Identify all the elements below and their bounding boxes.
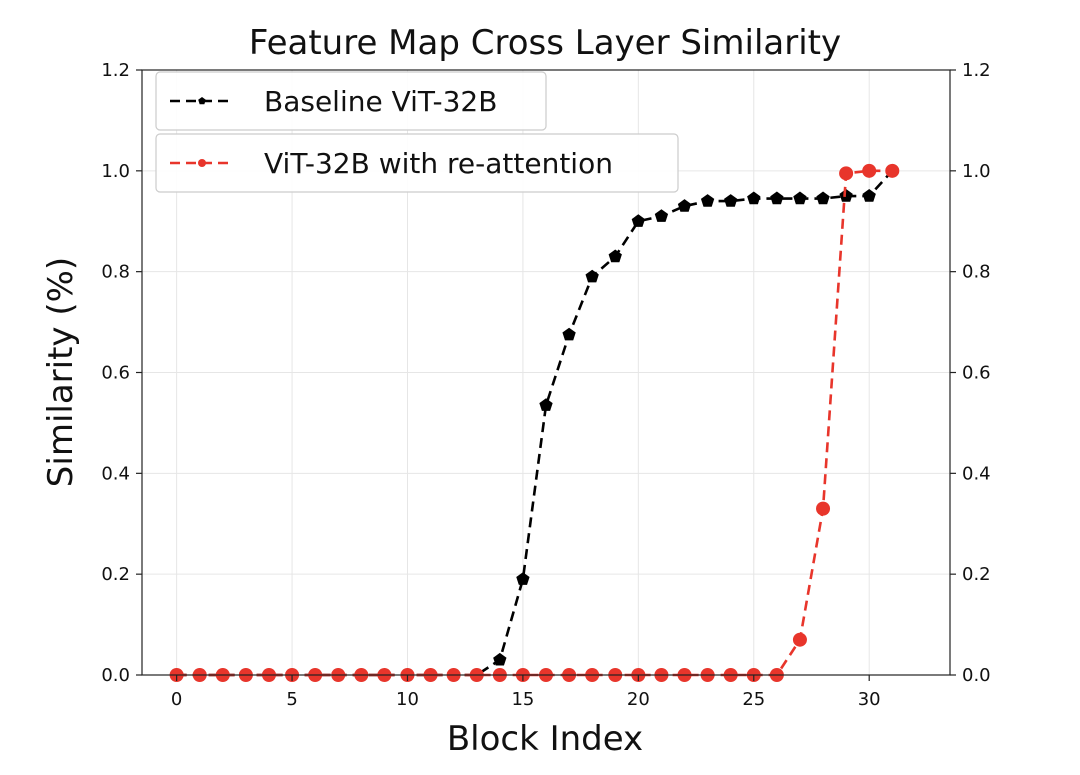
x-tick-label: 25 <box>742 689 765 710</box>
y-tick-label-right: 1.0 <box>962 161 991 182</box>
data-point <box>862 163 877 178</box>
data-point <box>677 199 692 212</box>
x-tick-label: 15 <box>511 689 534 710</box>
x-tick-label: 30 <box>858 689 881 710</box>
x-tick-label: 0 <box>171 689 182 710</box>
data-point <box>516 572 530 585</box>
data-point <box>631 214 645 227</box>
legend-box <box>155 71 547 131</box>
x-tick-label: 20 <box>627 689 650 710</box>
data-point <box>608 249 622 263</box>
y-tick-label-left: 0.4 <box>101 463 130 484</box>
data-point <box>724 194 738 207</box>
x-axis-ticks: 0 5 10 15 20 25 30 <box>171 675 881 710</box>
y-tick-label-right: 0.0 <box>962 665 991 686</box>
data-point <box>885 163 900 178</box>
y-tick-label-left: 1.2 <box>101 60 130 81</box>
chart-title: Feature Map Cross Layer Similarity <box>249 23 841 63</box>
y-tick-label-left: 0.8 <box>101 262 130 283</box>
legend-label: Baseline ViT-32B <box>264 85 497 118</box>
legend-entry-2: ViT-32B with re-attention <box>155 133 679 193</box>
y-axis-ticks-left: 0.0 0.2 0.4 0.6 0.8 1.0 1.2 <box>101 60 142 686</box>
legend-marker <box>198 97 206 105</box>
data-point <box>562 327 576 341</box>
data-point <box>654 209 669 222</box>
y-tick-label-right: 0.6 <box>962 363 991 384</box>
data-point <box>792 632 807 647</box>
y-tick-label-right: 0.8 <box>962 262 991 283</box>
data-point <box>585 269 599 283</box>
data-point <box>816 501 831 516</box>
x-axis-label: Block Index <box>447 719 643 759</box>
data-point <box>539 398 553 411</box>
x-tick-label: 10 <box>396 689 419 710</box>
legend-label: ViT-32B with re-attention <box>264 147 613 180</box>
legend-marker <box>198 159 206 167</box>
y-tick-label-left: 0.0 <box>101 665 130 686</box>
y-tick-label-right: 1.2 <box>962 60 991 81</box>
data-point <box>816 191 830 205</box>
legend-box <box>155 133 679 193</box>
data-point <box>793 191 807 205</box>
y-tick-label-left: 1.0 <box>101 161 130 182</box>
data-point <box>839 189 853 202</box>
y-tick-label-right: 0.2 <box>962 564 991 585</box>
data-point <box>770 191 784 205</box>
legend: Baseline ViT-32B ViT-32B with re-attentio… <box>155 71 679 193</box>
y-axis-label: Similarity (%) <box>41 257 81 487</box>
data-point <box>493 652 507 666</box>
y-axis-ticks-right: 0.0 0.2 0.4 0.6 0.8 1.0 1.2 <box>950 60 991 686</box>
y-tick-label-left: 0.2 <box>101 564 130 585</box>
data-point <box>862 189 876 202</box>
data-point <box>747 191 761 205</box>
data-point <box>700 194 715 207</box>
x-tick-label: 5 <box>286 689 297 710</box>
legend-entry-1: Baseline ViT-32B <box>155 71 547 131</box>
y-tick-label-left: 0.6 <box>101 363 130 384</box>
data-point <box>839 166 854 181</box>
y-tick-label-right: 0.4 <box>962 463 991 484</box>
